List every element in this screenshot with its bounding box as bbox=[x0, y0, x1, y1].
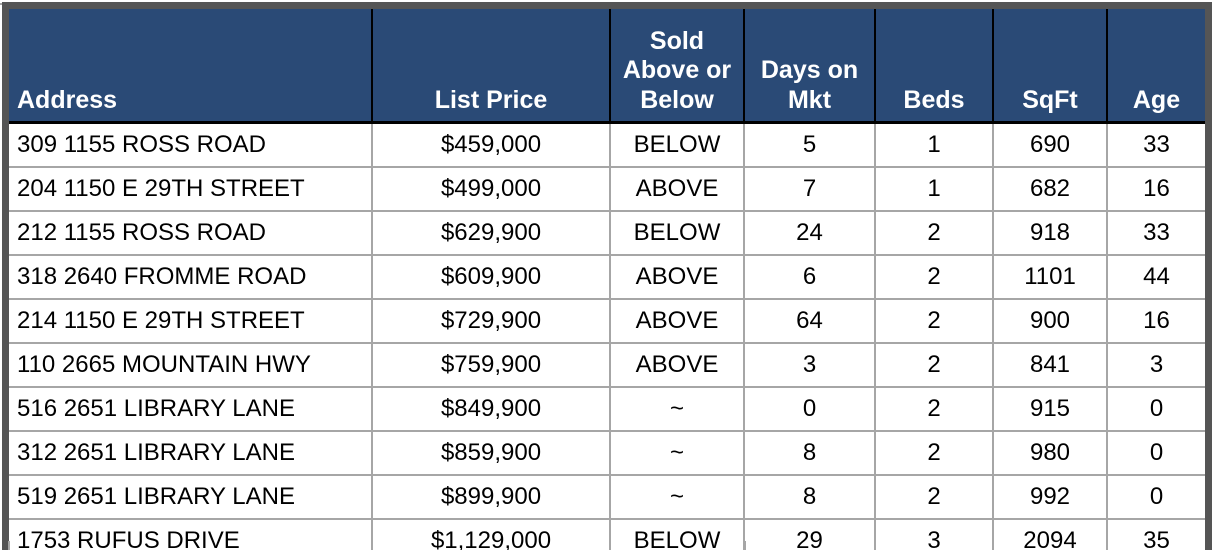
table-row: 516 2651 LIBRARY LANE $849,900 ~ 0 2 915… bbox=[9, 386, 1205, 432]
cell-days-on-mkt[interactable]: 29 bbox=[743, 518, 876, 550]
column-header-list-price[interactable]: List Price bbox=[372, 9, 611, 124]
table-row: 204 1150 E 29TH STREET $499,000 ABOVE 7 … bbox=[9, 166, 1205, 212]
cell-beds[interactable]: 2 bbox=[874, 430, 994, 476]
cell-sold-above-below[interactable]: ABOVE bbox=[609, 254, 745, 300]
table-row: 318 2640 FROMME ROAD $609,900 ABOVE 6 2 … bbox=[9, 254, 1205, 300]
table-row: 1753 RUFUS DRIVE $1,129,000 BELOW 29 3 2… bbox=[9, 518, 1205, 550]
cell-address[interactable]: 204 1150 E 29TH STREET bbox=[9, 166, 373, 212]
cell-age[interactable]: 0 bbox=[1106, 474, 1205, 520]
gridline-stub bbox=[1106, 541, 1108, 550]
cell-sold-above-below[interactable]: BELOW bbox=[609, 518, 745, 550]
cell-days-on-mkt[interactable]: 6 bbox=[743, 254, 876, 300]
cell-days-on-mkt[interactable]: 64 bbox=[743, 298, 876, 344]
cell-address[interactable]: 309 1155 ROSS ROAD bbox=[9, 122, 373, 168]
cell-age[interactable]: 0 bbox=[1106, 430, 1205, 476]
cell-age[interactable]: 0 bbox=[1106, 386, 1205, 432]
cell-address[interactable]: 519 2651 LIBRARY LANE bbox=[9, 474, 373, 520]
cell-sqft[interactable]: 682 bbox=[992, 166, 1108, 212]
cell-beds[interactable]: 2 bbox=[874, 342, 994, 388]
cell-address[interactable]: 214 1150 E 29TH STREET bbox=[9, 298, 373, 344]
cell-beds[interactable]: 1 bbox=[874, 166, 994, 212]
cell-sqft[interactable]: 900 bbox=[992, 298, 1108, 344]
table-row: 212 1155 ROSS ROAD $629,900 BELOW 24 2 9… bbox=[9, 210, 1205, 256]
cell-sqft[interactable]: 992 bbox=[992, 474, 1108, 520]
cell-sqft[interactable]: 2094 bbox=[992, 518, 1108, 550]
cell-sqft[interactable]: 980 bbox=[992, 430, 1108, 476]
cell-address[interactable]: 312 2651 LIBRARY LANE bbox=[9, 430, 373, 476]
cell-beds[interactable]: 1 bbox=[874, 122, 994, 168]
cell-list-price[interactable]: $1,129,000 bbox=[371, 518, 611, 550]
table-row: 214 1150 E 29TH STREET $729,900 ABOVE 64… bbox=[9, 298, 1205, 344]
cell-address[interactable]: 212 1155 ROSS ROAD bbox=[9, 210, 373, 256]
gridline-stub bbox=[992, 541, 994, 550]
cell-beds[interactable]: 2 bbox=[874, 254, 994, 300]
cell-sqft[interactable]: 690 bbox=[992, 122, 1108, 168]
cell-sold-above-below[interactable]: BELOW bbox=[609, 122, 745, 168]
cell-address[interactable]: 110 2665 MOUNTAIN HWY bbox=[9, 342, 373, 388]
cell-sold-above-below[interactable]: ~ bbox=[609, 386, 745, 432]
cell-age[interactable]: 16 bbox=[1106, 166, 1205, 212]
cell-sqft[interactable]: 841 bbox=[992, 342, 1108, 388]
cell-list-price[interactable]: $499,000 bbox=[371, 166, 611, 212]
column-header-sold-above-below[interactable]: Sold Above or Below bbox=[610, 9, 745, 124]
cell-sold-above-below[interactable]: ABOVE bbox=[609, 166, 745, 212]
cell-sold-above-below[interactable]: ABOVE bbox=[609, 342, 745, 388]
cell-sold-above-below[interactable]: ABOVE bbox=[609, 298, 745, 344]
cell-sold-above-below[interactable]: BELOW bbox=[609, 210, 745, 256]
cell-days-on-mkt[interactable]: 8 bbox=[743, 474, 876, 520]
gridline-stub bbox=[874, 541, 876, 550]
cell-address[interactable]: 318 2640 FROMME ROAD bbox=[9, 254, 373, 300]
cell-beds[interactable]: 2 bbox=[874, 210, 994, 256]
cell-age[interactable]: 44 bbox=[1106, 254, 1205, 300]
cell-list-price[interactable]: $459,000 bbox=[371, 122, 611, 168]
cell-days-on-mkt[interactable]: 5 bbox=[743, 122, 876, 168]
cell-age[interactable]: 35 bbox=[1106, 518, 1205, 550]
cell-list-price[interactable]: $759,900 bbox=[371, 342, 611, 388]
cell-days-on-mkt[interactable]: 8 bbox=[743, 430, 876, 476]
table-row: 110 2665 MOUNTAIN HWY $759,900 ABOVE 3 2… bbox=[9, 342, 1205, 388]
cell-list-price[interactable]: $629,900 bbox=[371, 210, 611, 256]
cell-list-price[interactable]: $849,900 bbox=[371, 386, 611, 432]
table-row: 312 2651 LIBRARY LANE $859,900 ~ 8 2 980… bbox=[9, 430, 1205, 476]
cell-days-on-mkt[interactable]: 0 bbox=[743, 386, 876, 432]
cell-beds[interactable]: 2 bbox=[874, 386, 994, 432]
cell-sqft[interactable]: 918 bbox=[992, 210, 1108, 256]
gridline-stub bbox=[371, 541, 373, 550]
cell-age[interactable]: 16 bbox=[1106, 298, 1205, 344]
cell-age[interactable]: 3 bbox=[1106, 342, 1205, 388]
cell-age[interactable]: 33 bbox=[1106, 210, 1205, 256]
column-header-address[interactable]: Address bbox=[9, 9, 373, 124]
column-header-age[interactable]: Age bbox=[1107, 9, 1205, 124]
cell-sqft[interactable]: 1101 bbox=[992, 254, 1108, 300]
column-header-sqft[interactable]: SqFt bbox=[993, 9, 1108, 124]
listings-table: Address List Price Sold Above or Below D… bbox=[9, 9, 1205, 550]
cell-days-on-mkt[interactable]: 3 bbox=[743, 342, 876, 388]
column-header-days-on-mkt[interactable]: Days on Mkt bbox=[744, 9, 876, 124]
cell-beds[interactable]: 2 bbox=[874, 474, 994, 520]
gridline-stub bbox=[609, 541, 611, 550]
cell-age[interactable]: 33 bbox=[1106, 122, 1205, 168]
cell-beds[interactable]: 3 bbox=[874, 518, 994, 550]
cell-address[interactable]: 516 2651 LIBRARY LANE bbox=[9, 386, 373, 432]
table-row: 309 1155 ROSS ROAD $459,000 BELOW 5 1 69… bbox=[9, 122, 1205, 168]
cell-list-price[interactable]: $859,900 bbox=[371, 430, 611, 476]
cell-beds[interactable]: 2 bbox=[874, 298, 994, 344]
cell-list-price[interactable]: $729,900 bbox=[371, 298, 611, 344]
gridline-stub bbox=[8, 541, 10, 550]
column-header-beds[interactable]: Beds bbox=[875, 9, 994, 124]
cell-address[interactable]: 1753 RUFUS DRIVE bbox=[9, 518, 373, 550]
cell-sold-above-below[interactable]: ~ bbox=[609, 430, 745, 476]
cell-list-price[interactable]: $899,900 bbox=[371, 474, 611, 520]
header-row: Address List Price Sold Above or Below D… bbox=[9, 9, 1205, 124]
cell-days-on-mkt[interactable]: 7 bbox=[743, 166, 876, 212]
cell-sqft[interactable]: 915 bbox=[992, 386, 1108, 432]
table-row: 519 2651 LIBRARY LANE $899,900 ~ 8 2 992… bbox=[9, 474, 1205, 520]
cell-list-price[interactable]: $609,900 bbox=[371, 254, 611, 300]
cell-sold-above-below[interactable]: ~ bbox=[609, 474, 745, 520]
cell-days-on-mkt[interactable]: 24 bbox=[743, 210, 876, 256]
gridline-stub bbox=[744, 541, 746, 550]
